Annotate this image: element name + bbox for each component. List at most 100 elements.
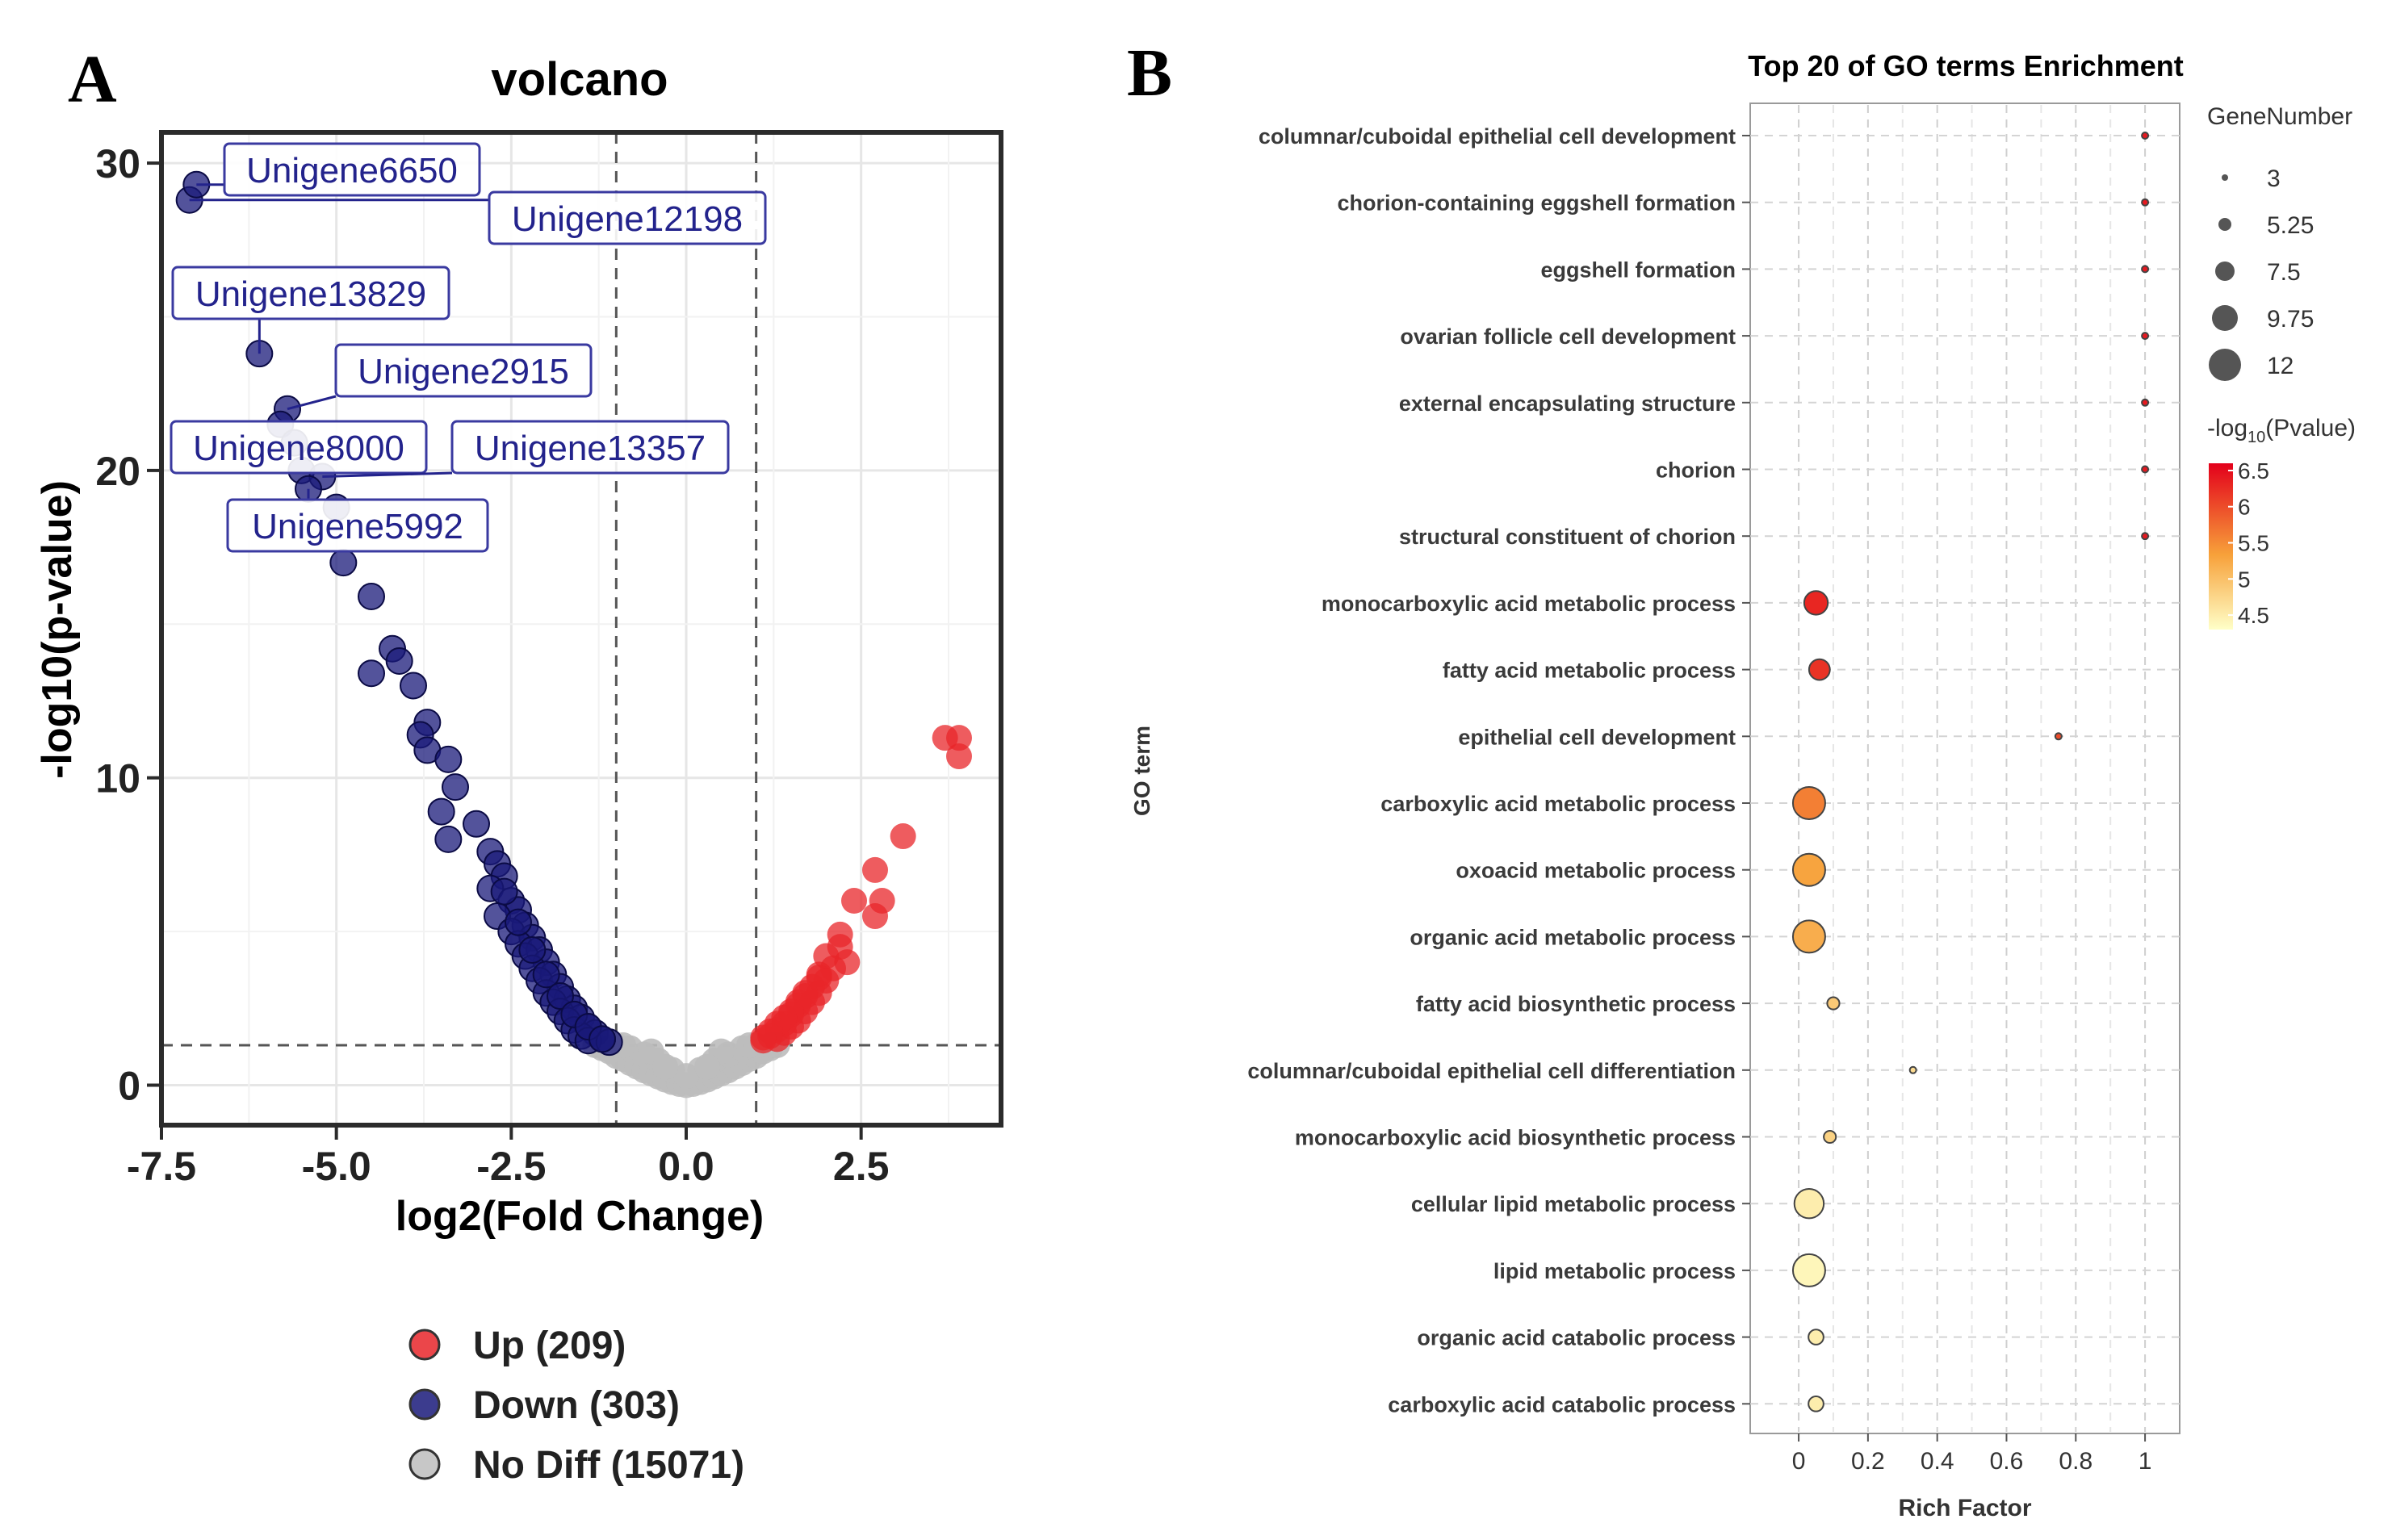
v-gene-label: Unigene6650 bbox=[246, 151, 458, 190]
go-term-label: chorion bbox=[1656, 458, 1736, 483]
volcano-x-axis-label: log2(Fold Change) bbox=[396, 1193, 764, 1240]
volcano-points bbox=[175, 170, 972, 1099]
go-point bbox=[2141, 465, 2150, 474]
go-x-tick-label: 0.8 bbox=[2059, 1448, 2092, 1475]
size-legend-label: 9.75 bbox=[2267, 306, 2314, 333]
v-label-box bbox=[171, 266, 450, 320]
v-label-box bbox=[223, 142, 481, 197]
v-y-tick-label: 0 bbox=[118, 1063, 140, 1108]
go-x-tick-label: 0.2 bbox=[1851, 1448, 1885, 1475]
go-point bbox=[1908, 1065, 1917, 1074]
go-term-label: oxoacid metabolic process bbox=[1456, 859, 1736, 883]
go-term-label: columnar/cuboidal epithelial cell develo… bbox=[1259, 124, 1736, 149]
v-point-down bbox=[329, 549, 358, 577]
size-legend-label: 3 bbox=[2267, 165, 2281, 192]
v-point-down bbox=[532, 960, 560, 989]
size-legend-title: GeneNumber bbox=[2207, 103, 2352, 130]
go-term-label: cellular lipid metabolic process bbox=[1411, 1192, 1736, 1216]
v-point-up bbox=[750, 1024, 777, 1051]
color-legend-tick-label: 4.5 bbox=[2238, 603, 2269, 628]
go-x-tick-label: 1 bbox=[2139, 1448, 2152, 1475]
v-y-tick-label: 20 bbox=[95, 449, 140, 494]
color-legend-tick-label: 6 bbox=[2238, 495, 2251, 520]
go-term-label: lipid metabolic process bbox=[1493, 1259, 1736, 1283]
go-point bbox=[1791, 786, 1826, 820]
go-title: Top 20 of GO terms Enrichment bbox=[1748, 49, 2183, 82]
volcano-y-axis-label: -log10(p-value) bbox=[34, 480, 81, 779]
v-point-nodiff bbox=[652, 1053, 678, 1080]
v-point-down bbox=[589, 1025, 616, 1053]
go-point bbox=[1808, 1395, 1824, 1412]
v-label-box bbox=[450, 420, 730, 475]
v-label-box bbox=[488, 190, 767, 245]
v-point-nodiff bbox=[694, 1053, 720, 1080]
go-point bbox=[1808, 658, 1831, 681]
v-point-down bbox=[434, 825, 463, 853]
go-term-label: carboxylic acid metabolic process bbox=[1380, 792, 1736, 816]
v-label-connector bbox=[322, 471, 453, 479]
color-legend-bar bbox=[2209, 463, 2233, 630]
go-point bbox=[1826, 996, 1841, 1011]
v-point-up bbox=[841, 888, 867, 914]
v-point-down bbox=[547, 982, 574, 1011]
go-term-label: carboxylic acid catabolic process bbox=[1388, 1392, 1736, 1417]
size-legend-dot bbox=[2222, 174, 2228, 181]
go-x-axis-label: Rich Factor bbox=[1898, 1495, 2031, 1521]
v-gene-label: Unigene8000 bbox=[193, 429, 404, 468]
v-x-tick-label: -7.5 bbox=[127, 1144, 196, 1189]
v-point-nodiff bbox=[673, 1063, 699, 1090]
v-point-up bbox=[890, 823, 916, 850]
v-point-up bbox=[862, 856, 888, 883]
v-point-down bbox=[463, 810, 490, 838]
color-legend-title: -log10(Pvalue) bbox=[2207, 415, 2356, 446]
v-gene-label: Unigene13357 bbox=[475, 429, 706, 468]
size-legend-dot bbox=[2215, 262, 2235, 281]
go-point bbox=[1791, 919, 1826, 954]
go-term-label: chorion-containing eggshell formation bbox=[1337, 191, 1736, 216]
v-point-down bbox=[400, 672, 427, 700]
go-term-label: monocarboxylic acid biosynthetic process bbox=[1295, 1126, 1736, 1150]
go-point bbox=[1791, 852, 1826, 887]
v-label-box bbox=[226, 498, 489, 553]
color-legend-ticks: 6.5 6 5.5 5 4.5 bbox=[2228, 458, 2269, 628]
v-point-up bbox=[862, 903, 888, 930]
volcano-plot-border bbox=[159, 130, 1003, 1128]
v-point-down bbox=[358, 659, 385, 688]
size-legend-dot bbox=[2209, 349, 2241, 381]
v-y-tick-label: 10 bbox=[95, 756, 140, 801]
go-plot-border bbox=[1749, 103, 2180, 1434]
v-gene-label: Unigene2915 bbox=[358, 352, 569, 391]
color-legend-tick-label: 5 bbox=[2238, 567, 2251, 592]
go-point bbox=[1793, 1187, 1825, 1220]
v-point-down bbox=[505, 908, 532, 936]
go-term-label: monocarboxylic acid metabolic process bbox=[1322, 592, 1736, 616]
go-term-label: external encapsulating structure bbox=[1399, 391, 1736, 416]
volcano-title: volcano bbox=[491, 53, 668, 106]
v-x-tick-label: 2.5 bbox=[833, 1144, 890, 1189]
color-legend-tick-label: 6.5 bbox=[2238, 458, 2269, 483]
go-grid bbox=[1750, 105, 2180, 1432]
v-point-up bbox=[946, 725, 972, 751]
go-points bbox=[1791, 132, 2150, 1412]
go-x-tick-label: 0.6 bbox=[1990, 1448, 2024, 1475]
color-legend-tick-label: 5.5 bbox=[2238, 531, 2269, 556]
size-legend-label: 5.25 bbox=[2267, 212, 2314, 239]
go-point bbox=[1803, 590, 1829, 616]
v-gene-label: Unigene13829 bbox=[195, 274, 426, 314]
go-point bbox=[2141, 132, 2150, 140]
go-x-tick-label: 0.4 bbox=[1921, 1448, 1954, 1475]
go-term-label: epithelial cell development bbox=[1458, 725, 1736, 749]
v-legend-label-nodiff: No Diff (15071) bbox=[473, 1444, 744, 1487]
go-term-label: fatty acid biosynthetic process bbox=[1416, 992, 1736, 1016]
go-term-label: organic acid catabolic process bbox=[1417, 1326, 1736, 1350]
v-gene-label: Unigene12198 bbox=[512, 199, 743, 239]
v-x-tick-label: -5.0 bbox=[302, 1144, 371, 1189]
v-gene-label: Unigene5992 bbox=[252, 507, 463, 546]
v-label-box bbox=[334, 343, 593, 398]
v-legend-marker-nodiff bbox=[408, 1448, 441, 1480]
go-point bbox=[2141, 532, 2150, 541]
v-point-up bbox=[946, 743, 972, 770]
v-point-down bbox=[442, 773, 469, 801]
v-legend-label-up: Up (209) bbox=[473, 1324, 626, 1367]
